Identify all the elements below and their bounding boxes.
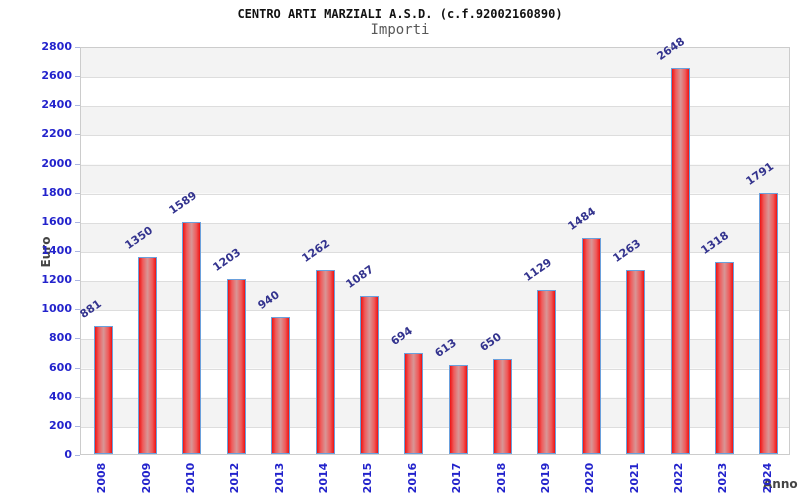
bar-2023 [714,261,734,454]
bar-2013 [271,317,291,454]
gridline [81,339,789,341]
y-tick-label: 2400 [41,98,72,112]
x-tick-label: 2015 [361,462,375,494]
y-tick-mark [75,309,80,311]
y-tick-mark [75,280,80,282]
x-tick-label: 2016 [405,462,419,494]
y-tick-mark [75,76,80,78]
y-tick-label: 200 [49,418,72,432]
y-tick-label: 0 [64,448,72,461]
bar-2018 [493,359,513,454]
gridline [81,281,789,283]
x-tick-label: 2009 [139,462,153,494]
y-tick-label: 2200 [41,127,72,141]
y-tick-label: 1600 [41,214,72,228]
y-tick-mark [75,455,80,456]
x-tick-label: 2023 [716,462,730,494]
y-tick-mark [75,163,80,165]
gridline [81,310,789,312]
y-tick-label: 2600 [41,69,72,83]
y-tick-label: 1000 [41,302,72,316]
x-tick-label: 2022 [672,462,686,494]
y-tick-label: 1200 [41,273,72,287]
y-tick-label: 600 [49,360,72,374]
plot-area [80,47,790,455]
bar-2019 [537,289,557,454]
gridline [81,164,789,166]
y-tick-label: 400 [49,389,72,403]
y-tick-mark [75,221,80,223]
y-tick-mark [75,134,80,136]
y-tick-mark [75,338,80,340]
y-tick-label: 1400 [41,244,72,257]
y-tick-mark [75,251,80,252]
x-tick-label: 2010 [183,462,197,494]
y-tick-mark [75,192,80,194]
bar-2008 [93,325,113,454]
y-tick-mark [75,425,80,427]
x-axis-title: Anno [763,477,798,491]
bar-2021 [626,269,646,454]
gridline [81,135,789,137]
gridline [81,106,789,108]
y-tick-label: 2800 [41,40,72,53]
x-tick-label: 2018 [494,462,508,494]
bar-2022 [670,68,690,454]
x-tick-label: 2019 [538,462,552,494]
x-tick-label: 2020 [583,462,597,494]
chart-subtitle: Importi [370,22,430,38]
gridline [81,222,789,224]
bar-2024 [759,193,779,454]
gridline [81,77,789,79]
bar-2020 [581,237,601,454]
bar-2009 [138,257,158,454]
y-tick-mark [75,105,80,107]
bar-2014 [315,270,335,454]
bar-2015 [359,295,379,454]
gridline [81,426,789,428]
x-tick-label: 2021 [627,462,641,494]
x-tick-label: 2012 [228,462,242,494]
bar-2010 [182,222,202,454]
bar-2012 [226,278,246,454]
bar-2016 [404,352,424,454]
bar-2017 [448,364,468,454]
x-tick-label: 2013 [272,462,286,494]
x-tick-label: 2017 [450,462,464,494]
gridline [81,368,789,370]
gridline [81,193,789,195]
x-tick-label: 2008 [95,462,109,494]
gridline [81,252,789,253]
chart-title: CENTRO ARTI MARZIALI A.S.D. (c.f.9200216… [237,7,563,21]
y-tick-label: 800 [49,331,72,345]
y-tick-mark [75,367,80,369]
gridline [81,397,789,399]
x-tick-label: 2014 [317,462,331,494]
y-tick-mark [75,396,80,398]
y-tick-label: 2000 [41,156,72,170]
y-tick-label: 1800 [41,185,72,199]
x-tick-label: 2024 [760,462,774,494]
y-tick-mark [75,47,80,48]
